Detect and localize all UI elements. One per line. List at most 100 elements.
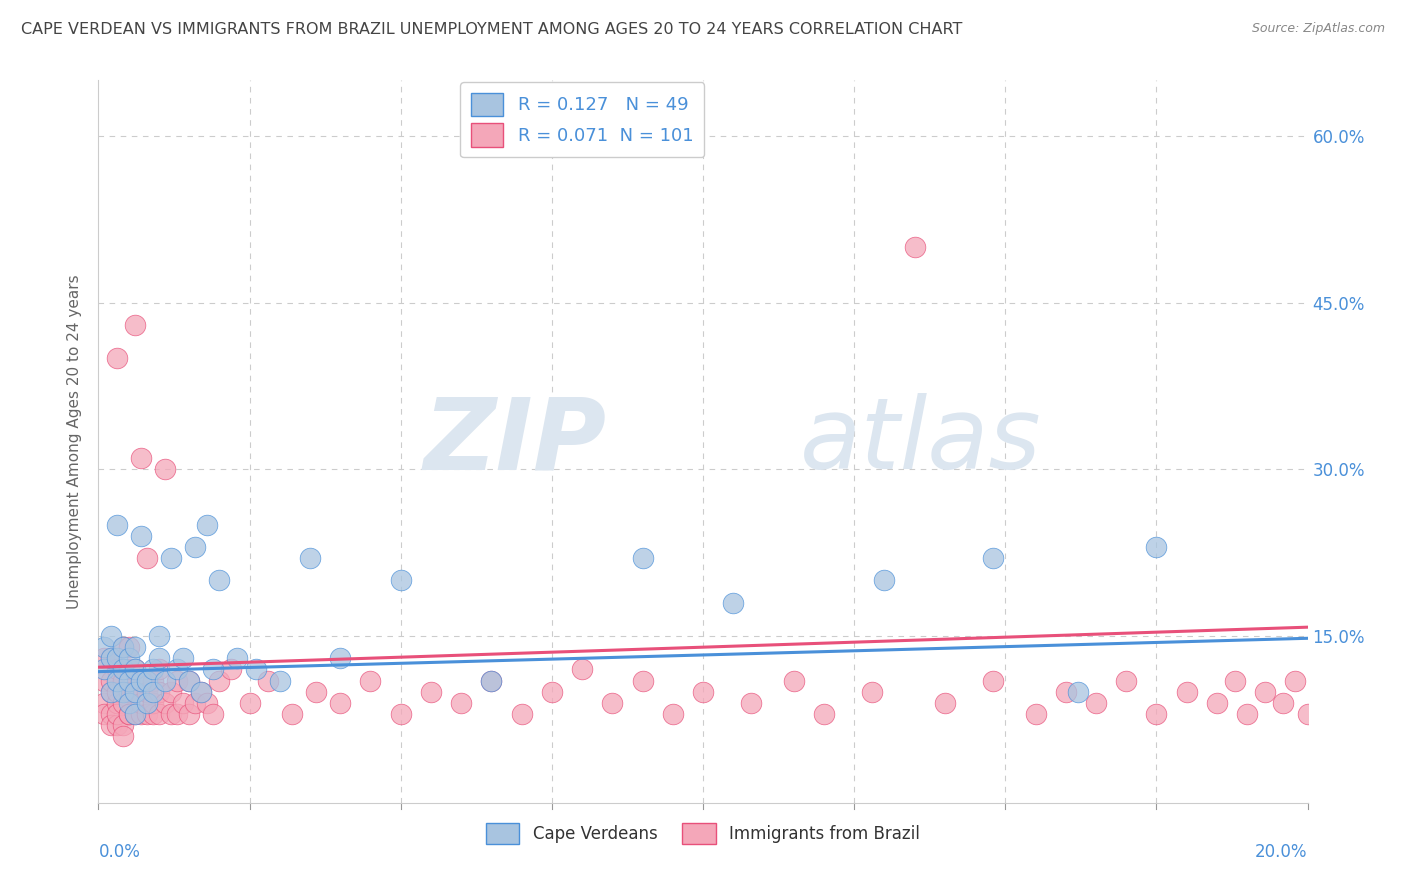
- Point: [118, 684, 141, 698]
- Point: [172, 696, 194, 710]
- Point: [190, 684, 212, 698]
- Point: [135, 551, 157, 566]
- Point: [124, 662, 146, 676]
- Point: [481, 673, 503, 688]
- Point: [179, 706, 201, 721]
- Point: [389, 574, 412, 588]
- Point: [860, 684, 883, 698]
- Text: Source: ZipAtlas.com: Source: ZipAtlas.com: [1251, 22, 1385, 36]
- Point: [783, 673, 806, 688]
- Text: ZIP: ZIP: [423, 393, 606, 490]
- Point: [1085, 696, 1108, 710]
- Point: [360, 673, 382, 688]
- Text: 0.0%: 0.0%: [98, 843, 141, 861]
- Point: [1339, 662, 1361, 676]
- Point: [93, 706, 115, 721]
- Point: [281, 706, 304, 721]
- Point: [190, 684, 212, 698]
- Point: [93, 651, 115, 665]
- Point: [740, 696, 762, 710]
- Point: [135, 684, 157, 698]
- Point: [208, 673, 231, 688]
- Point: [100, 706, 122, 721]
- Point: [111, 696, 134, 710]
- Point: [105, 696, 128, 710]
- Point: [873, 574, 896, 588]
- Point: [305, 684, 328, 698]
- Point: [118, 651, 141, 665]
- Point: [129, 451, 152, 466]
- Point: [1024, 706, 1046, 721]
- Point: [1320, 673, 1343, 688]
- Point: [142, 662, 165, 676]
- Point: [723, 596, 745, 610]
- Text: CAPE VERDEAN VS IMMIGRANTS FROM BRAZIL UNEMPLOYMENT AMONG AGES 20 TO 24 YEARS CO: CAPE VERDEAN VS IMMIGRANTS FROM BRAZIL U…: [21, 22, 963, 37]
- Point: [100, 651, 122, 665]
- Point: [692, 684, 714, 698]
- Point: [118, 696, 141, 710]
- Point: [105, 673, 128, 688]
- Point: [124, 706, 146, 721]
- Point: [1344, 696, 1367, 710]
- Point: [1175, 684, 1198, 698]
- Point: [129, 673, 152, 688]
- Point: [631, 551, 654, 566]
- Y-axis label: Unemployment Among Ages 20 to 24 years: Unemployment Among Ages 20 to 24 years: [67, 274, 83, 609]
- Point: [148, 684, 170, 698]
- Legend: Cape Verdeans, Immigrants from Brazil: Cape Verdeans, Immigrants from Brazil: [478, 814, 928, 852]
- Point: [111, 718, 134, 732]
- Point: [420, 684, 443, 698]
- Point: [135, 706, 157, 721]
- Point: [129, 529, 152, 543]
- Text: 20.0%: 20.0%: [1256, 843, 1308, 861]
- Point: [1333, 684, 1355, 698]
- Point: [148, 706, 170, 721]
- Point: [124, 684, 146, 698]
- Point: [118, 640, 141, 655]
- Point: [602, 696, 624, 710]
- Point: [105, 517, 128, 532]
- Point: [93, 662, 115, 676]
- Point: [510, 706, 533, 721]
- Point: [124, 706, 146, 721]
- Point: [221, 662, 243, 676]
- Point: [661, 706, 683, 721]
- Point: [450, 696, 472, 710]
- Point: [179, 673, 201, 688]
- Point: [1296, 706, 1319, 721]
- Point: [100, 718, 122, 732]
- Point: [124, 640, 146, 655]
- Point: [1223, 673, 1246, 688]
- Point: [129, 706, 152, 721]
- Point: [1144, 540, 1167, 554]
- Point: [226, 651, 249, 665]
- Point: [195, 696, 218, 710]
- Point: [184, 540, 207, 554]
- Point: [1206, 696, 1229, 710]
- Point: [329, 696, 352, 710]
- Point: [1315, 696, 1337, 710]
- Point: [202, 662, 225, 676]
- Point: [1115, 673, 1137, 688]
- Point: [93, 696, 115, 710]
- Point: [239, 696, 262, 710]
- Point: [981, 673, 1004, 688]
- Point: [100, 684, 122, 698]
- Point: [124, 662, 146, 676]
- Point: [269, 673, 291, 688]
- Point: [105, 684, 128, 698]
- Point: [160, 551, 183, 566]
- Point: [1067, 684, 1090, 698]
- Point: [208, 574, 231, 588]
- Point: [93, 640, 115, 655]
- Point: [118, 662, 141, 676]
- Point: [142, 684, 165, 698]
- Point: [111, 729, 134, 743]
- Point: [981, 551, 1004, 566]
- Point: [1254, 684, 1277, 698]
- Point: [105, 651, 128, 665]
- Point: [1327, 706, 1350, 721]
- Point: [904, 240, 927, 254]
- Point: [100, 684, 122, 698]
- Point: [329, 651, 352, 665]
